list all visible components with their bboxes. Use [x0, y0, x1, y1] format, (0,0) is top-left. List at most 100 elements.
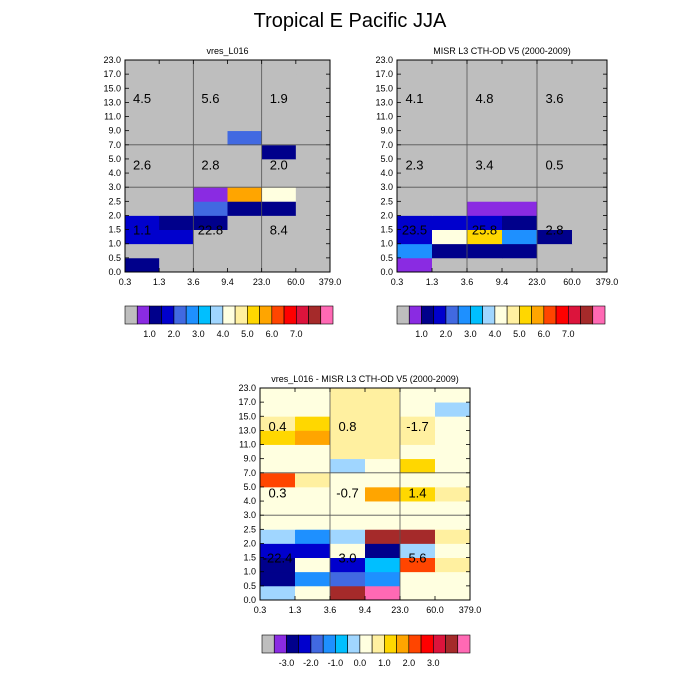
heatmap-cell — [330, 529, 366, 544]
y-tick-label: 13.0 — [103, 97, 121, 107]
heatmap-cell — [125, 130, 160, 146]
heatmap-cell — [260, 416, 296, 431]
heatmap-cell — [330, 388, 366, 403]
heatmap-cell — [260, 388, 296, 403]
heatmap-cell — [537, 130, 573, 146]
heatmap-cell — [537, 215, 573, 230]
colorbar-swatch — [408, 634, 422, 654]
heatmap-cell — [400, 388, 436, 403]
y-tick-label: 23.0 — [375, 55, 393, 65]
heatmap-cell — [125, 116, 160, 132]
heatmap-cell — [193, 215, 228, 230]
x-tick-label: 1.3 — [289, 605, 302, 615]
colorbar-swatch — [247, 305, 260, 325]
heatmap-cell — [261, 257, 297, 273]
cell-annotation: 1.4 — [408, 486, 426, 501]
heatmap-cell — [295, 585, 331, 601]
heatmap-cell — [260, 557, 296, 573]
cell-annotation: 5.6 — [408, 551, 426, 566]
colorbar-swatch — [396, 634, 410, 654]
heatmap-cell — [330, 557, 366, 573]
y-tick-label: 1.0 — [108, 239, 121, 249]
y-tick-label: 17.0 — [375, 69, 393, 79]
heatmap-cell — [432, 158, 468, 174]
heatmap-cell — [330, 515, 366, 530]
heatmap-cell — [260, 585, 296, 601]
heatmap-cell — [400, 585, 436, 601]
heatmap-cell — [432, 257, 468, 273]
heatmap-cell — [572, 201, 608, 216]
heatmap-cell — [432, 187, 468, 202]
y-tick-label: 0.5 — [380, 253, 393, 263]
heatmap-cell — [435, 402, 471, 417]
colorbar-swatch — [433, 305, 447, 325]
colorbar-swatch — [408, 305, 422, 325]
heatmap-cell — [432, 88, 468, 103]
heatmap-cell — [397, 243, 433, 259]
y-tick-label: 11.0 — [104, 112, 121, 122]
heatmap-cell — [572, 257, 608, 273]
heatmap-cell — [330, 402, 366, 417]
y-tick-label: 1.5 — [243, 553, 256, 563]
heatmap-cell — [537, 257, 573, 273]
heatmap-cell — [295, 515, 331, 530]
colorbar-swatch — [271, 305, 285, 325]
y-tick-label: 0.5 — [243, 581, 256, 591]
y-tick-label: 3.0 — [380, 182, 393, 192]
colorbar-label: 1.0 — [415, 329, 428, 339]
heatmap-cell — [261, 116, 297, 132]
heatmap-cell — [261, 215, 297, 230]
heatmap-cell — [261, 229, 297, 245]
heatmap-cell — [261, 144, 297, 160]
colorbar-swatch — [210, 305, 224, 325]
colorbar-label: 6.0 — [266, 329, 279, 339]
heatmap-cell — [397, 116, 433, 132]
heatmap-cell — [330, 430, 366, 445]
heatmap-cell — [330, 416, 366, 431]
heatmap-cell — [330, 458, 366, 474]
colorbar-swatch — [592, 305, 606, 325]
y-tick-label: 2.0 — [243, 538, 256, 548]
heatmap-cell — [227, 130, 263, 146]
cell-annotation: 0.3 — [268, 486, 286, 501]
heatmap-cell — [295, 60, 331, 75]
heatmap-cell — [261, 243, 297, 259]
y-tick-label: 0.0 — [108, 267, 121, 277]
heatmap-cell — [435, 388, 471, 403]
cell-annotation: -22.4 — [263, 551, 293, 566]
heatmap-cell — [125, 173, 160, 188]
heatmap-cell — [467, 158, 503, 174]
heatmap-cell — [193, 60, 228, 75]
y-tick-label: 5.0 — [243, 482, 256, 492]
heatmap-cell — [397, 130, 433, 146]
colorbar-swatch — [396, 305, 410, 325]
heatmap-cell — [295, 187, 331, 202]
heatmap-cell — [467, 102, 503, 117]
colorbar-label: 7.0 — [290, 329, 303, 339]
heatmap-cell — [502, 257, 538, 273]
heatmap-cell — [295, 557, 331, 573]
heatmap-cell — [260, 529, 296, 544]
heatmap-cell — [365, 571, 401, 587]
heatmap-cell — [502, 144, 538, 160]
x-tick-label: 1.3 — [426, 277, 439, 287]
x-tick-label: 0.3 — [254, 605, 267, 615]
colorbar-swatch — [432, 634, 446, 654]
colorbar-swatch — [185, 305, 199, 325]
heatmap-cell — [261, 102, 297, 117]
panel-title: vres_L016 - MISR L3 CTH-OD V5 (2000-2009… — [271, 374, 459, 384]
heatmap-cell — [125, 257, 160, 273]
heatmap-cell — [295, 88, 331, 103]
cell-annotation: 4.5 — [133, 91, 151, 106]
heatmap-cell — [193, 158, 228, 174]
heatmap-cell — [467, 116, 503, 132]
colorbar-swatch — [310, 634, 324, 654]
cell-annotation: 2.6 — [133, 158, 151, 173]
heatmap-cell — [295, 571, 331, 587]
heatmap-cell — [537, 60, 573, 75]
heatmap-cell — [260, 430, 296, 445]
heatmap-cell — [397, 187, 433, 202]
cell-annotation: 22.8 — [198, 223, 223, 238]
colorbar-swatch — [198, 305, 211, 325]
colorbar-label: -1.0 — [328, 658, 344, 668]
